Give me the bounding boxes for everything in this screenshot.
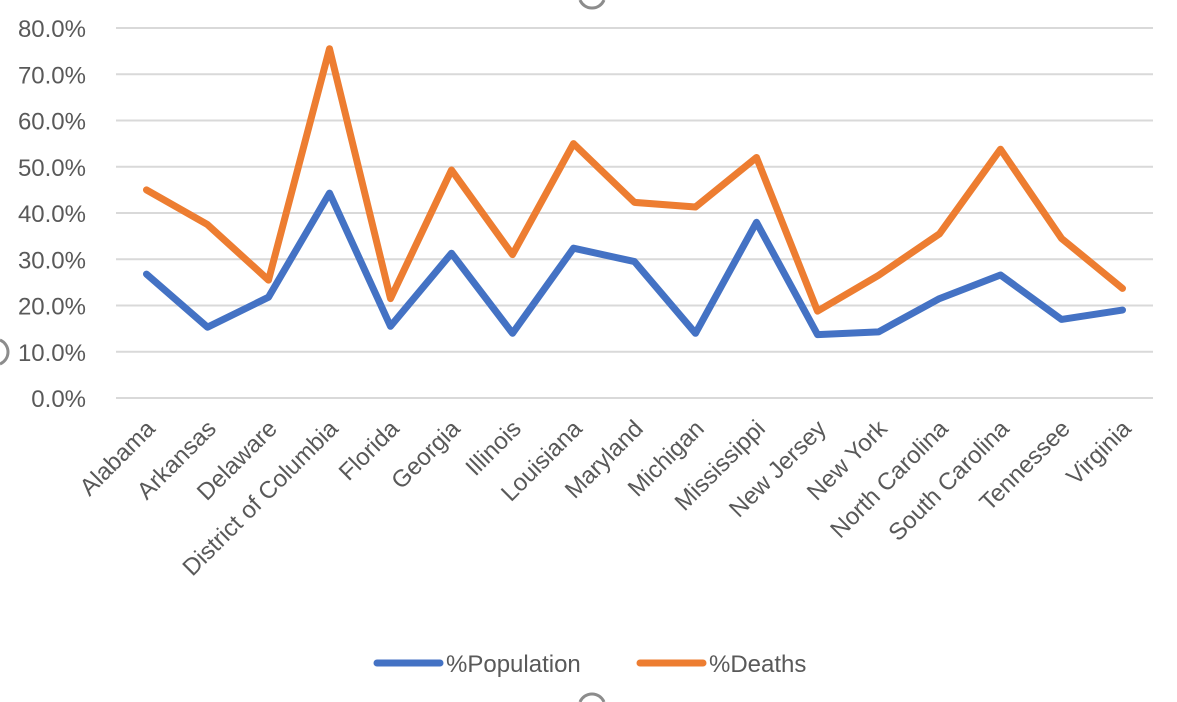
y-tick-label: 60.0% — [18, 109, 86, 136]
bottom-edge-arc — [578, 692, 606, 702]
y-tick-label: 80.0% — [18, 16, 86, 43]
y-tick-label: 10.0% — [18, 340, 86, 367]
series-line-population — [143, 189, 1126, 339]
series-line-deaths — [143, 45, 1126, 315]
y-tick-label: 0.0% — [31, 386, 86, 413]
legend: %Population %Deaths — [373, 651, 806, 678]
y-tick-label: 30.0% — [18, 247, 86, 274]
top-edge-arc — [578, 0, 606, 10]
gridlines — [116, 27, 1153, 399]
x-tick-label-georgia: Georgia — [386, 415, 466, 495]
y-tick-label: 70.0% — [18, 62, 86, 89]
edge-decorations — [0, 0, 606, 702]
y-tick-label: 20.0% — [18, 294, 86, 321]
legend-label-population: %Population — [446, 651, 581, 678]
y-axis: 0.0% 10.0% 20.0% 30.0% 40.0% 50.0% 60.0% 70.0% 8… — [18, 16, 86, 413]
y-tick-label: 40.0% — [18, 201, 86, 228]
x-tick-label-virginia: Virginia — [1061, 415, 1137, 491]
legend-label-deaths: %Deaths — [709, 651, 806, 678]
series-lines — [143, 45, 1126, 339]
left-edge-arc — [0, 338, 10, 366]
y-tick-label: 50.0% — [18, 155, 86, 182]
